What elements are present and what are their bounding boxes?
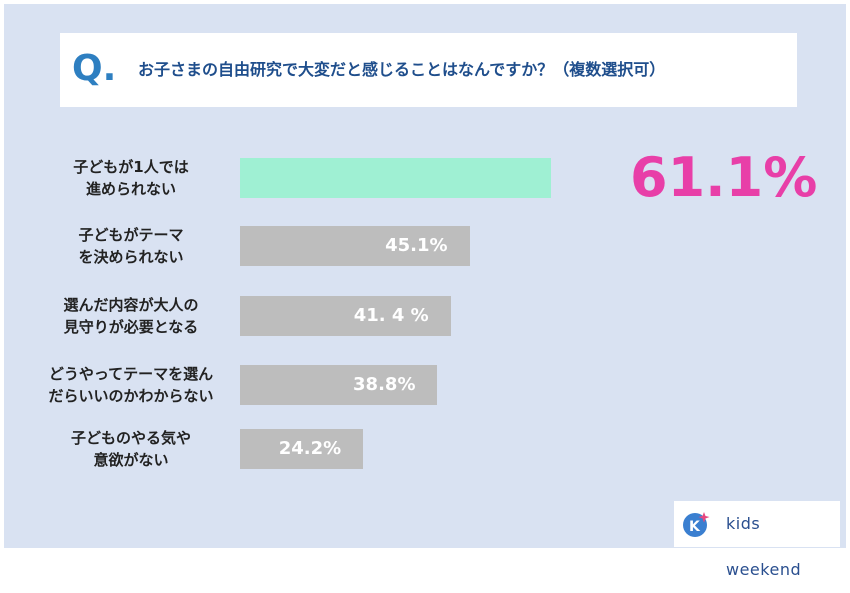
chart-background: Q. お子さまの自由研究で大変だと感じることはなんですか？（複数選択可） 子ども… xyxy=(4,4,846,579)
kids-weekend-logo-icon: K xyxy=(683,512,710,537)
category-label-line: 見守りが必要となる xyxy=(63,318,199,336)
bar xyxy=(240,226,470,266)
svg-text:K: K xyxy=(689,519,701,535)
category-label: 選んだ内容が大人の 見守りが必要となる xyxy=(31,294,231,338)
value-label: 61.1% xyxy=(630,146,818,209)
brand-logo: K kids weekend xyxy=(674,501,840,579)
category-label-line: 選んだ内容が大人の xyxy=(63,296,199,314)
category-label-line: 子どものやる気や xyxy=(70,429,191,447)
bar xyxy=(240,365,438,405)
category-label-line: どうやってテーマを選ん xyxy=(48,365,214,383)
logo-text: kids weekend xyxy=(726,514,802,579)
question-box: Q. お子さまの自由研究で大変だと感じることはなんですか？（複数選択可） xyxy=(60,33,797,107)
category-label-line: だらいいのかわからない xyxy=(48,387,214,405)
category-label: 子どものやる気や 意欲がない xyxy=(31,427,231,471)
category-label: 子どもがテーマ を決められない xyxy=(31,224,231,268)
q-mark: Q. xyxy=(72,48,117,89)
value-label: 45.1% xyxy=(385,235,448,256)
category-label-line: を決められない xyxy=(78,248,184,266)
value-label: 38.8% xyxy=(353,374,416,395)
value-label: 41. 4 % xyxy=(353,305,429,326)
value-label: 24.2% xyxy=(278,438,342,459)
bar xyxy=(240,296,451,336)
category-label-line: 意欲がない xyxy=(93,451,169,469)
category-label: どうやってテーマを選ん だらいいのかわからない xyxy=(31,363,231,407)
bar xyxy=(240,429,364,469)
category-label-line: 子どもがテーマ xyxy=(78,226,184,244)
question-text: お子さまの自由研究で大変だと感じることはなんですか？（複数選択可） xyxy=(138,60,666,79)
category-label-line: 進められない xyxy=(85,180,176,198)
category-label-line: 子どもが1人では xyxy=(73,158,189,176)
bar xyxy=(240,158,551,198)
category-label: 子どもが1人では 進められない xyxy=(31,156,231,200)
